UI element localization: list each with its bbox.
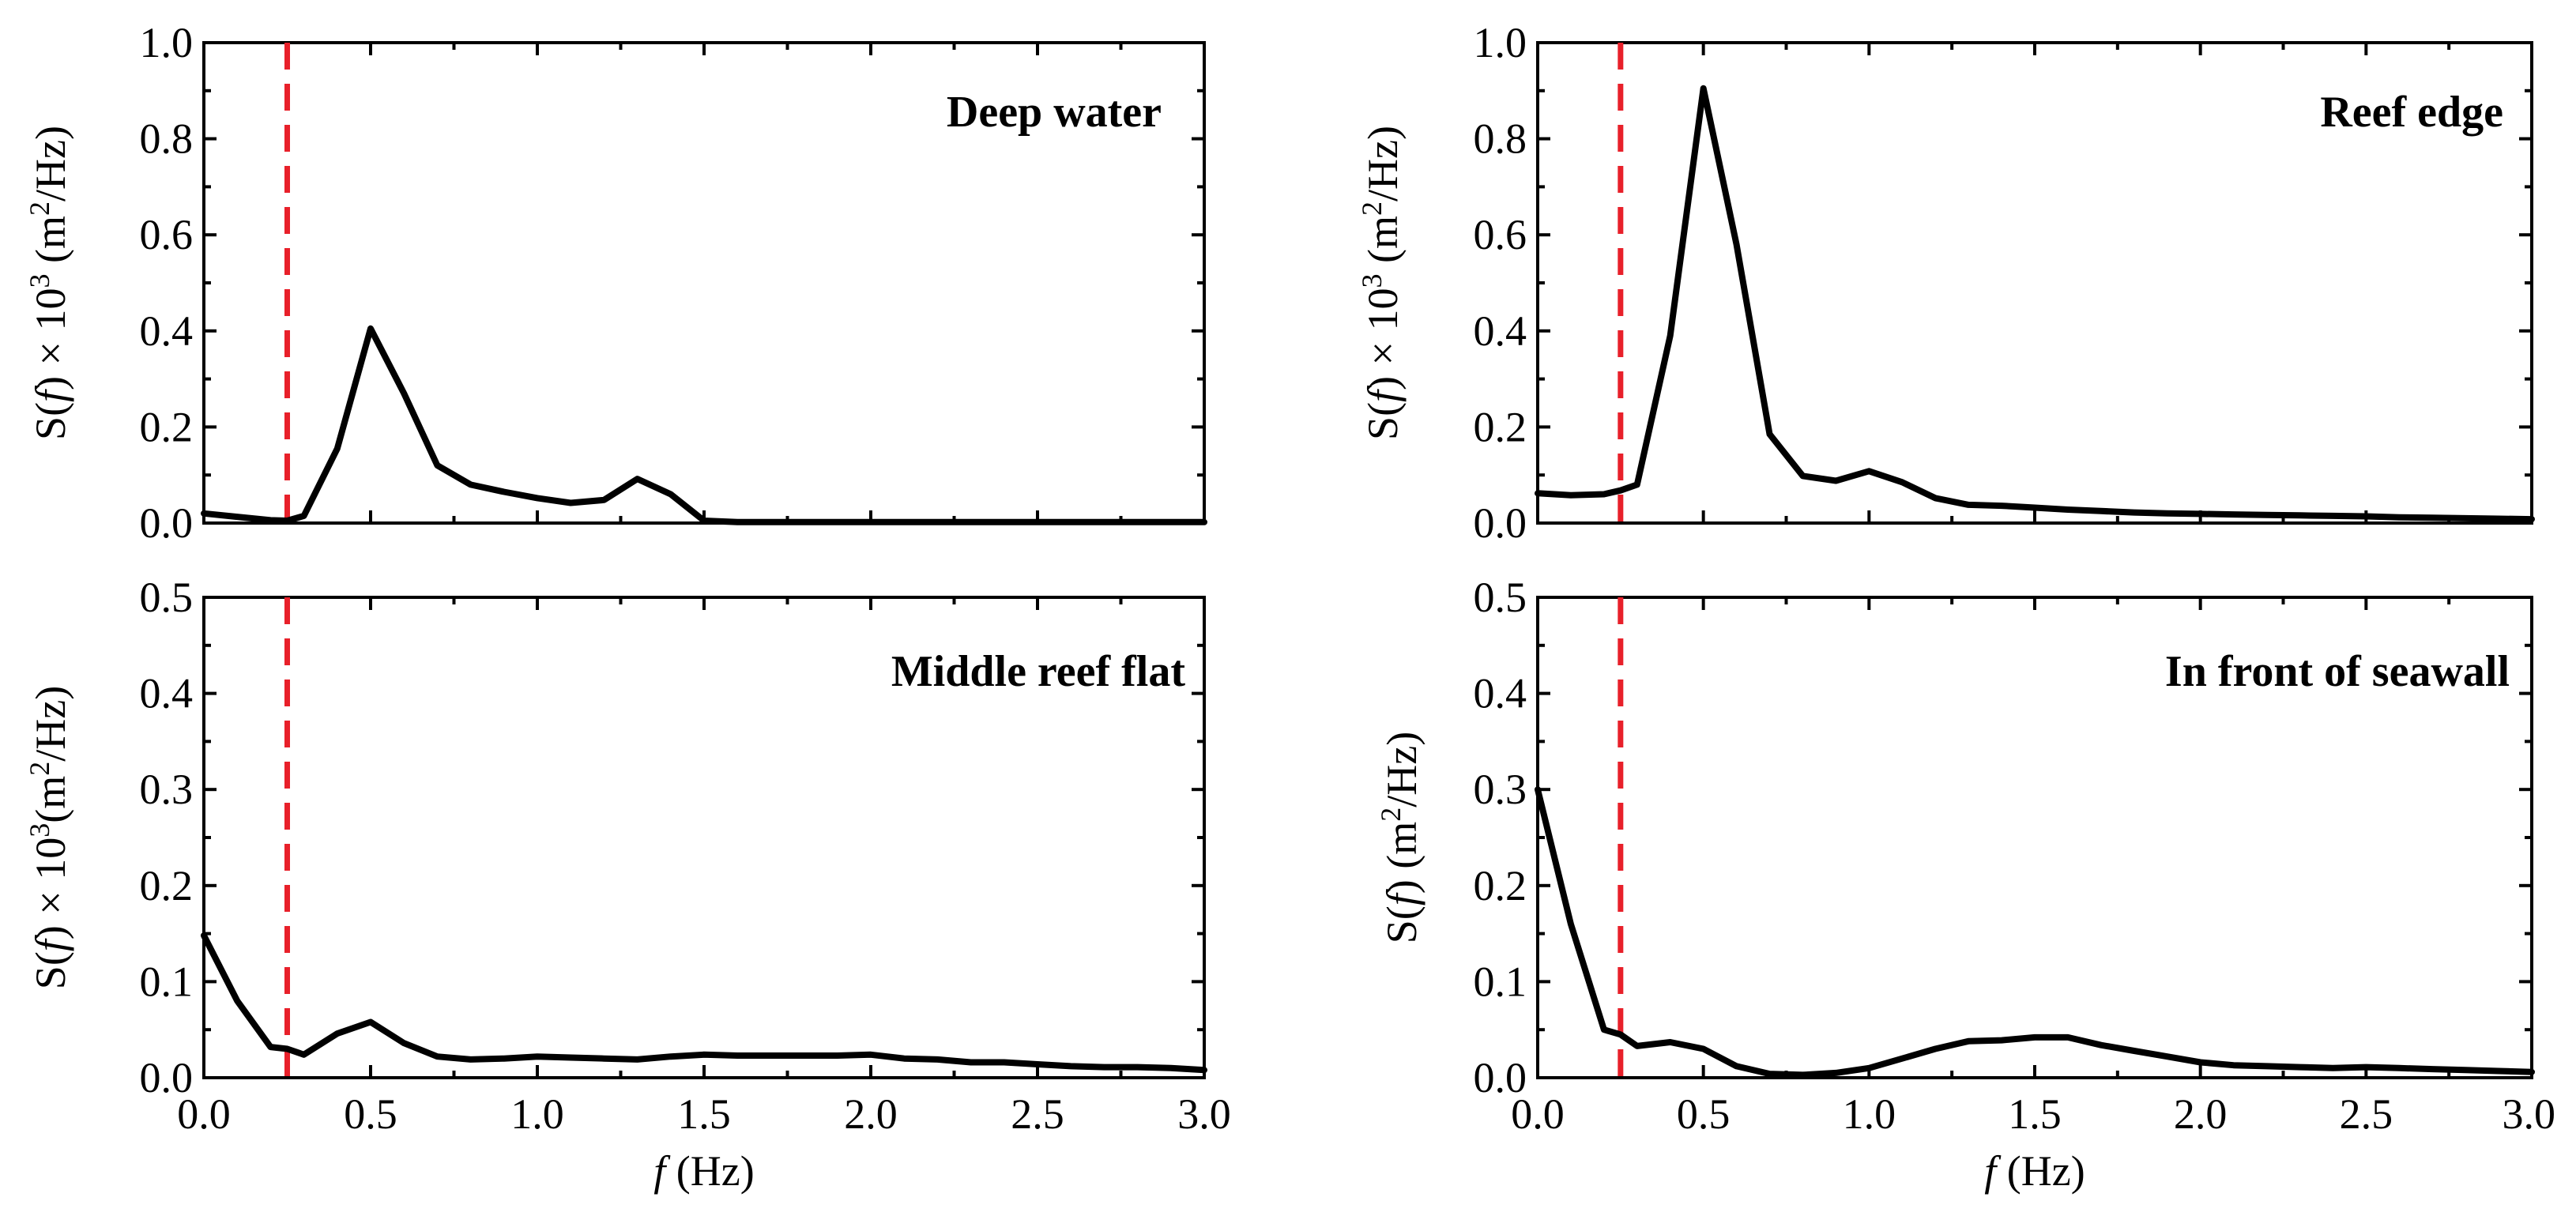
- y-tick-label: 0.4: [140, 307, 194, 355]
- x-tick-label: 0.0: [1511, 1090, 1565, 1138]
- x-tick-label: 2.5: [1011, 1090, 1064, 1138]
- series-line-middle: [201, 932, 1207, 1074]
- y-axis-title: S(f) × 103 (m2/Hz): [1356, 126, 1407, 440]
- y-tick-label: 0.4: [1474, 307, 1527, 355]
- y-tick-label: 0.4: [1474, 670, 1527, 717]
- y-tick-label: 0.3: [140, 766, 194, 813]
- y-tick-label: 0.6: [1474, 211, 1527, 258]
- chart-panel-deep: 0.0 0.2 0.4 0.6 0.8 1.0 S(f) × 103 (m2/Hz) Deep…: [24, 19, 1207, 547]
- y-tick-label: 0.2: [1474, 403, 1527, 450]
- y-tick-label: 0.0: [1474, 499, 1527, 547]
- y-tick-label: 0.8: [1474, 115, 1527, 163]
- y-tick-label: 0.0: [1474, 1054, 1527, 1101]
- y-axis-title: S(f) × 103(m2/Hz): [24, 686, 74, 989]
- x-tick-label: 2.0: [2174, 1090, 2228, 1138]
- y-tick-label: 0.4: [140, 670, 194, 717]
- y-tick-label: 0.6: [140, 211, 194, 258]
- panel-label: Middle reef flat: [891, 647, 1186, 696]
- y-tick-label: 0.5: [1474, 574, 1527, 621]
- x-tick-label: 1.5: [2008, 1090, 2062, 1138]
- y-tick-label: 1.0: [140, 19, 194, 66]
- y-tick-label: 0.2: [140, 862, 194, 909]
- y-tick-label: 0.0: [140, 1054, 194, 1101]
- panel-label: Reef edge: [2320, 88, 2503, 137]
- series-line-seawall: [1535, 786, 2535, 1079]
- y-tick-label: 0.2: [140, 403, 194, 450]
- x-tick-label: 1.0: [510, 1090, 564, 1138]
- y-tick-label: 0.2: [1474, 862, 1527, 909]
- y-tick-label: 0.5: [140, 574, 194, 621]
- y-tick-label: 0.3: [1474, 766, 1527, 813]
- panel-label: In front of seawall: [2165, 647, 2510, 696]
- y-tick-label: 1.0: [1474, 19, 1527, 66]
- y-axis-title: S(f) (m2/Hz): [1375, 732, 1425, 943]
- y-tick-label: 0.1: [1474, 958, 1527, 1005]
- series-line-edge: [1535, 85, 2535, 523]
- chart-panel-seawall: 0.0 0.1 0.2 0.3 0.4 0.5 0.0 0.5 1.0 1.5 2.0 2.5 3.0 f…: [1375, 574, 2555, 1195]
- x-tick-label: 2.0: [844, 1090, 898, 1138]
- x-axis-title: f (Hz): [653, 1147, 754, 1195]
- x-tick-label: 0.0: [177, 1090, 231, 1138]
- chart-panel-middle: 0.0 0.1 0.2 0.3 0.4 0.5 0.0 0.5 1.0 1.5 2.0 2.5 3.0 f…: [24, 574, 1231, 1195]
- x-tick-label: 3.0: [2503, 1090, 2556, 1138]
- x-tick-label: 0.5: [1677, 1090, 1731, 1138]
- x-tick-label: 1.0: [1843, 1090, 1896, 1138]
- chart-panel-edge: 0.0 0.2 0.4 0.6 0.8 1.0 S(f) × 103 (m2/Hz) Reef…: [1356, 19, 2535, 547]
- x-tick-label: 1.5: [677, 1090, 731, 1138]
- x-tick-label: 0.5: [344, 1090, 397, 1138]
- series-line-deep: [201, 325, 1207, 525]
- y-tick-label: 0.8: [140, 115, 194, 163]
- y-axis-title: S(f) × 103 (m2/Hz): [24, 126, 74, 440]
- x-tick-label: 3.0: [1177, 1090, 1231, 1138]
- y-tick-label: 0.0: [140, 499, 194, 547]
- x-axis-title: f (Hz): [1984, 1147, 2085, 1195]
- panel-label: Deep water: [947, 88, 1162, 137]
- x-tick-label: 2.5: [2340, 1090, 2393, 1138]
- y-tick-label: 0.1: [140, 958, 194, 1005]
